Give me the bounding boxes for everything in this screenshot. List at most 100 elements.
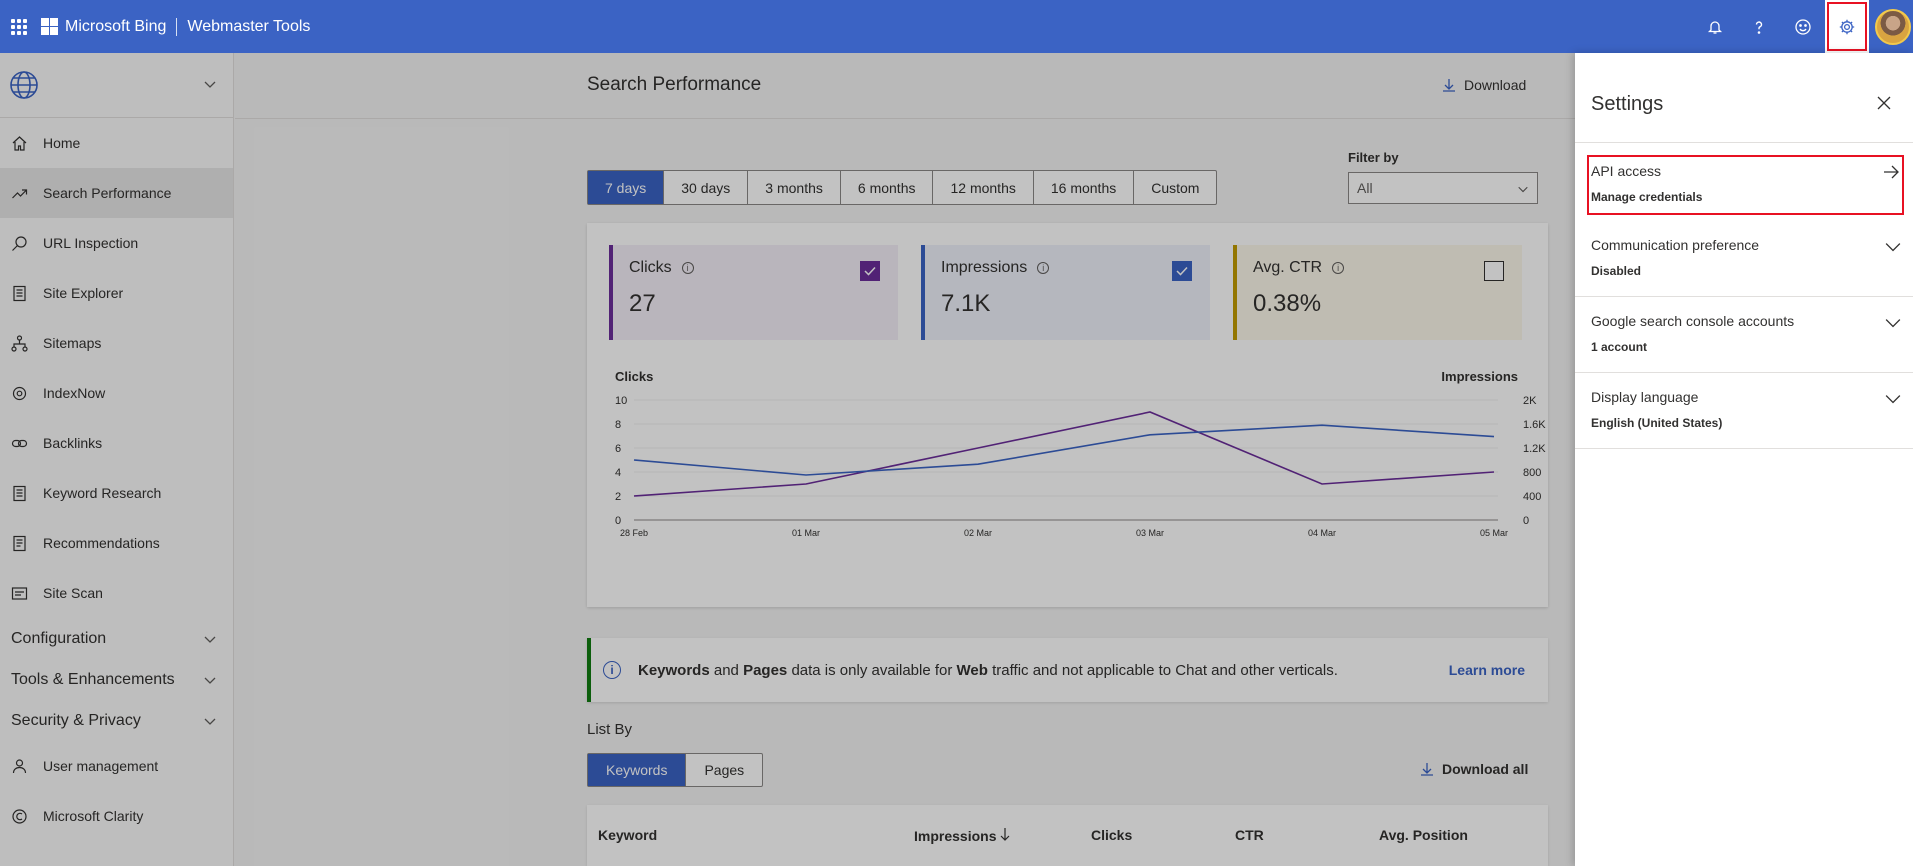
tab-keywords[interactable]: Keywords — [588, 754, 687, 786]
info-icon: i — [603, 661, 621, 679]
sidebar-nav: Home Search Performance URL Inspection S… — [0, 118, 233, 618]
y-right-tick-label: 1.6K — [1523, 419, 1546, 431]
metric-clicks-checkbox[interactable] — [860, 261, 880, 281]
download-all-button[interactable]: Download all — [1420, 761, 1528, 777]
metric-clicks[interactable]: Clicks i 27 — [609, 245, 898, 340]
download-icon — [1421, 763, 1433, 776]
learn-more-link[interactable]: Learn more — [1448, 662, 1525, 678]
bell-icon — [1707, 20, 1723, 34]
sidebar-item-site-explorer[interactable]: Site Explorer — [0, 268, 233, 318]
sidebar-item-search-performance[interactable]: Search Performance — [0, 168, 233, 218]
settings-button[interactable] — [1825, 0, 1869, 53]
help-button[interactable] — [1737, 0, 1781, 53]
metric-ctr-checkbox[interactable] — [1484, 261, 1504, 281]
sidebar-item-backlinks[interactable]: Backlinks — [0, 418, 233, 468]
notifications-button[interactable] — [1693, 0, 1737, 53]
metric-value: 0.38% — [1253, 290, 1322, 317]
filter-value: All — [1357, 180, 1373, 196]
setting-subtitle: Manage credentials — [1591, 190, 1703, 204]
sitemap-icon — [10, 334, 28, 352]
feedback-button[interactable] — [1781, 0, 1825, 53]
metric-impressions[interactable]: Impressions i 7.1K — [921, 245, 1210, 340]
setting-title: Google search console accounts — [1591, 313, 1795, 329]
panel-divider — [1575, 142, 1913, 143]
column-impressions[interactable]: Impressions — [914, 827, 1010, 844]
link-icon — [11, 439, 27, 447]
metric-impressions-checkbox[interactable] — [1172, 261, 1192, 281]
setting-communication-preference[interactable]: Communication preference Disabled — [1575, 221, 1913, 297]
chevron-down-icon — [1885, 319, 1901, 328]
column-avg-position[interactable]: Avg. Position — [1379, 827, 1468, 843]
column-keyword[interactable]: Keyword — [598, 827, 658, 843]
brand-name[interactable]: Microsoft Bing — [65, 17, 167, 35]
tab-pages[interactable]: Pages — [704, 762, 745, 778]
product-name[interactable]: Webmaster Tools — [187, 17, 311, 35]
sidebar-group-configuration[interactable]: Configuration — [0, 618, 233, 659]
sidebar-item-label: Recommendations — [43, 535, 160, 551]
sidebar-group-security-privacy[interactable]: Security & Privacy — [0, 700, 233, 741]
app-launcher-icon[interactable] — [11, 18, 27, 35]
sidebar-item-label: Site Explorer — [43, 285, 124, 301]
sidebar-group-label: Configuration — [11, 629, 107, 647]
range-7-days[interactable]: 7 days — [588, 171, 665, 204]
metric-ctr[interactable]: Avg. CTR i 0.38% — [1233, 245, 1522, 340]
chevron-down-icon — [204, 677, 216, 684]
series-line-clicks — [633, 411, 1495, 497]
info-icon[interactable]: i — [1037, 262, 1050, 274]
sidebar-item-keyword-research[interactable]: Keyword Research — [0, 468, 233, 518]
avatar[interactable] — [1875, 8, 1911, 45]
sidebar-nav-bottom: User management Microsoft Clarity — [0, 741, 233, 841]
sidebar-item-label: Home — [43, 135, 81, 151]
metric-label: Impressions — [941, 259, 1028, 276]
brand-divider — [176, 17, 178, 36]
sort-down-icon — [1000, 828, 1010, 841]
setting-subtitle: Disabled — [1591, 264, 1642, 278]
setting-display-language[interactable]: Display language English (United States) — [1575, 373, 1913, 449]
chevron-down-icon — [204, 81, 216, 88]
modal-overlay[interactable] — [0, 53, 1575, 866]
sidebar-group-label: Security & Privacy — [11, 711, 141, 729]
sidebar-group-tools-enhancements[interactable]: Tools & Enhancements — [0, 659, 233, 700]
sidebar-item-user-management[interactable]: User management — [0, 741, 233, 791]
x-tick-label: 03 Mar — [1136, 528, 1164, 538]
range-30-days[interactable]: 30 days — [664, 171, 749, 204]
range-16-months[interactable]: 16 months — [1034, 171, 1135, 204]
filter-label: Filter by — [1348, 150, 1399, 165]
smiley-icon — [1795, 18, 1811, 35]
arrow-right-icon — [1884, 165, 1899, 179]
filter-dropdown[interactable]: All — [1348, 172, 1538, 204]
download-button[interactable]: Download — [1442, 77, 1526, 93]
info-icon[interactable]: i — [1332, 262, 1345, 274]
sidebar-item-site-scan[interactable]: Site Scan — [0, 568, 233, 618]
sidebar-item-home[interactable]: Home — [0, 118, 233, 168]
sidebar-item-recommendations[interactable]: Recommendations — [0, 518, 233, 568]
range-custom[interactable]: Custom — [1151, 179, 1200, 196]
line-chart: 0 0 2 400 4 800 6 1.2K 8 1.6K 10 2K 28 Feb 01 Mar 02 M… — [615, 395, 1546, 538]
site-selector[interactable] — [0, 53, 233, 118]
column-clicks[interactable]: Clicks — [1091, 827, 1133, 843]
range-3-months[interactable]: 3 months — [748, 171, 841, 204]
sidebar-item-indexnow[interactable]: IndexNow — [0, 368, 233, 418]
settings-title: Settings — [1591, 93, 1664, 115]
sidebar-item-label: Site Scan — [43, 585, 103, 601]
sidebar-item-microsoft-clarity[interactable]: Microsoft Clarity — [0, 791, 233, 841]
download-all-label: Download all — [1442, 761, 1529, 777]
globe-icon — [10, 71, 38, 99]
sidebar-group-label: Tools & Enhancements — [11, 670, 175, 688]
setting-api-access[interactable]: API access Manage credentials — [1587, 155, 1904, 215]
setting-title: API access — [1591, 163, 1662, 179]
y-right-tick-label: 1.2K — [1523, 443, 1546, 455]
setting-google-search-console[interactable]: Google search console accounts 1 account — [1575, 297, 1913, 373]
sidebar-item-url-inspection[interactable]: URL Inspection — [0, 218, 233, 268]
page-header: Search Performance Download — [235, 53, 1575, 119]
sidebar-item-sitemaps[interactable]: Sitemaps — [0, 318, 233, 368]
range-12-months[interactable]: 12 months — [933, 171, 1034, 204]
y-left-tick-label: 8 — [615, 419, 621, 431]
info-icon[interactable]: i — [681, 262, 694, 274]
performance-chart-card: Clicks i 27 Impressions i 7.1K Avg. CTR i 0… — [587, 223, 1548, 607]
gear-icon — [1839, 19, 1855, 34]
range-6-months[interactable]: 6 months — [841, 171, 934, 204]
x-tick-label: 04 Mar — [1308, 528, 1336, 538]
column-ctr[interactable]: CTR — [1235, 827, 1264, 843]
close-icon[interactable] — [1877, 96, 1891, 110]
